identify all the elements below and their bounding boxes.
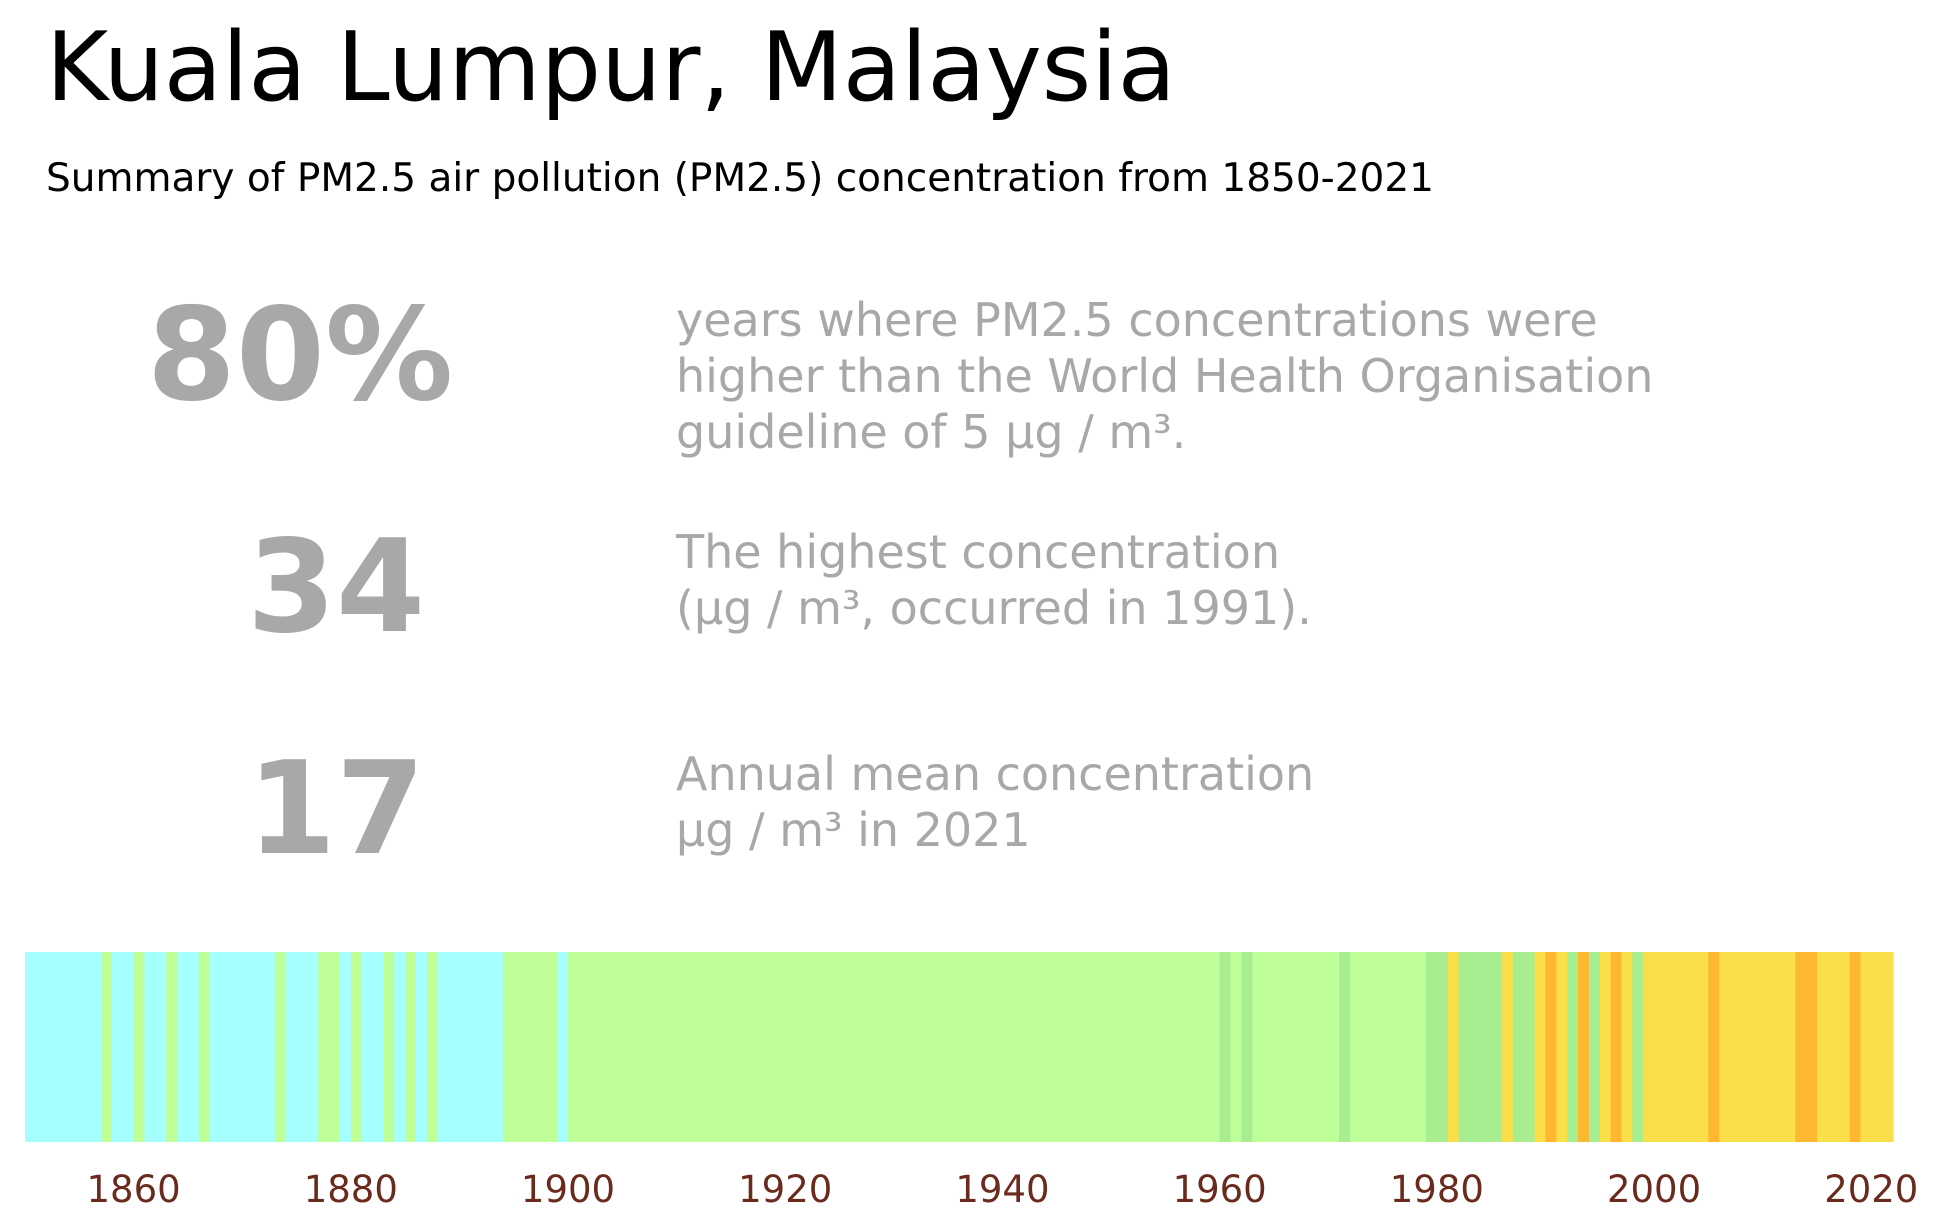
stripe-segment bbox=[198, 952, 211, 1142]
stripe-segment bbox=[209, 952, 276, 1142]
stripe-segment bbox=[502, 952, 558, 1142]
stripe-segment bbox=[383, 952, 395, 1142]
stripe-segment bbox=[1512, 952, 1536, 1142]
stripe-segment bbox=[1578, 952, 1590, 1142]
stripe-segment bbox=[1426, 952, 1449, 1142]
stripe-segment bbox=[1588, 952, 1601, 1142]
stripe-segment bbox=[1339, 952, 1351, 1142]
page-subtitle: Summary of PM2.5 air pollution (PM2.5) c… bbox=[46, 156, 1434, 201]
stat-mean-description: Annual mean concentration µg / m³ in 202… bbox=[676, 747, 1315, 857]
stripe-segment bbox=[1816, 952, 1851, 1142]
stripe-segment bbox=[1241, 952, 1253, 1142]
stripe-segment bbox=[415, 952, 428, 1142]
stripe-segment bbox=[1556, 952, 1568, 1142]
stripe-segment bbox=[1545, 952, 1557, 1142]
x-tick-label: 2020 bbox=[1824, 1168, 1918, 1211]
stripe-segment bbox=[274, 952, 287, 1142]
stripe-segment bbox=[1643, 952, 1709, 1142]
stripe-segment bbox=[339, 952, 352, 1142]
stripe-segment bbox=[1708, 952, 1720, 1142]
stripe-segments bbox=[25, 952, 1894, 1142]
stripe-segment bbox=[350, 952, 363, 1142]
stripe-segment bbox=[1447, 952, 1460, 1142]
stripe-segment bbox=[101, 952, 113, 1142]
x-tick-label: 1940 bbox=[955, 1168, 1049, 1211]
stripe-segment bbox=[557, 952, 569, 1142]
x-tick-label: 1960 bbox=[1173, 1168, 1267, 1211]
stat-highest-description: The highest concentration (µg / m³, occu… bbox=[676, 525, 1312, 635]
page-title: Kuala Lumpur, Malaysia bbox=[46, 13, 1176, 123]
x-tick-label: 1900 bbox=[521, 1168, 615, 1211]
stripe-segment bbox=[405, 952, 417, 1142]
stripe-segment bbox=[1502, 952, 1514, 1142]
stripe-segment bbox=[426, 952, 439, 1142]
stripe-segment bbox=[1849, 952, 1862, 1142]
stripe-segment bbox=[166, 952, 178, 1142]
x-tick-label: 1880 bbox=[304, 1168, 398, 1211]
stripe-segment bbox=[1610, 952, 1623, 1142]
stripe-segment bbox=[318, 952, 341, 1142]
stripe-segment bbox=[177, 952, 200, 1142]
stripe-segment bbox=[1621, 952, 1633, 1142]
stripe-segment bbox=[437, 952, 504, 1142]
stripe-segment bbox=[1719, 952, 1796, 1142]
stripe-segment bbox=[1599, 952, 1612, 1142]
stripe-segment bbox=[361, 952, 384, 1142]
stripe-segment bbox=[111, 952, 135, 1142]
stripe-segment bbox=[1795, 952, 1818, 1142]
stripe-segment bbox=[1230, 952, 1242, 1142]
stripe-segment bbox=[568, 952, 1221, 1142]
stripe-segment bbox=[144, 952, 167, 1142]
stripe-segment bbox=[133, 952, 146, 1142]
stripe-segment bbox=[1534, 952, 1547, 1142]
x-tick-label: 1920 bbox=[738, 1168, 832, 1211]
x-tick-label: 1980 bbox=[1390, 1168, 1484, 1211]
x-tick-label: 2000 bbox=[1607, 1168, 1701, 1211]
stripe-segment bbox=[1219, 952, 1232, 1142]
stripe-segment bbox=[394, 952, 406, 1142]
stat-percent-value: 80% bbox=[146, 281, 454, 430]
x-axis-tick-labels: 1860 1880 1900 1920 1940 1960 1980 2000 2020 bbox=[87, 1168, 1919, 1211]
stripe-segment bbox=[1349, 952, 1427, 1142]
stripe-segment bbox=[1632, 952, 1644, 1142]
x-tick-label: 1860 bbox=[87, 1168, 181, 1211]
stripe-segment bbox=[1458, 952, 1503, 1142]
stripe-segment bbox=[1252, 952, 1340, 1142]
stat-highest-value: 34 bbox=[246, 513, 426, 662]
stripe-segment bbox=[25, 952, 102, 1142]
stripe-segment bbox=[1860, 952, 1894, 1142]
stripe-segment bbox=[285, 952, 319, 1142]
stat-mean-value: 17 bbox=[246, 735, 426, 884]
stripe-segment bbox=[1567, 952, 1579, 1142]
stat-percent-description: years where PM2.5 concentrations were hi… bbox=[676, 293, 1654, 459]
